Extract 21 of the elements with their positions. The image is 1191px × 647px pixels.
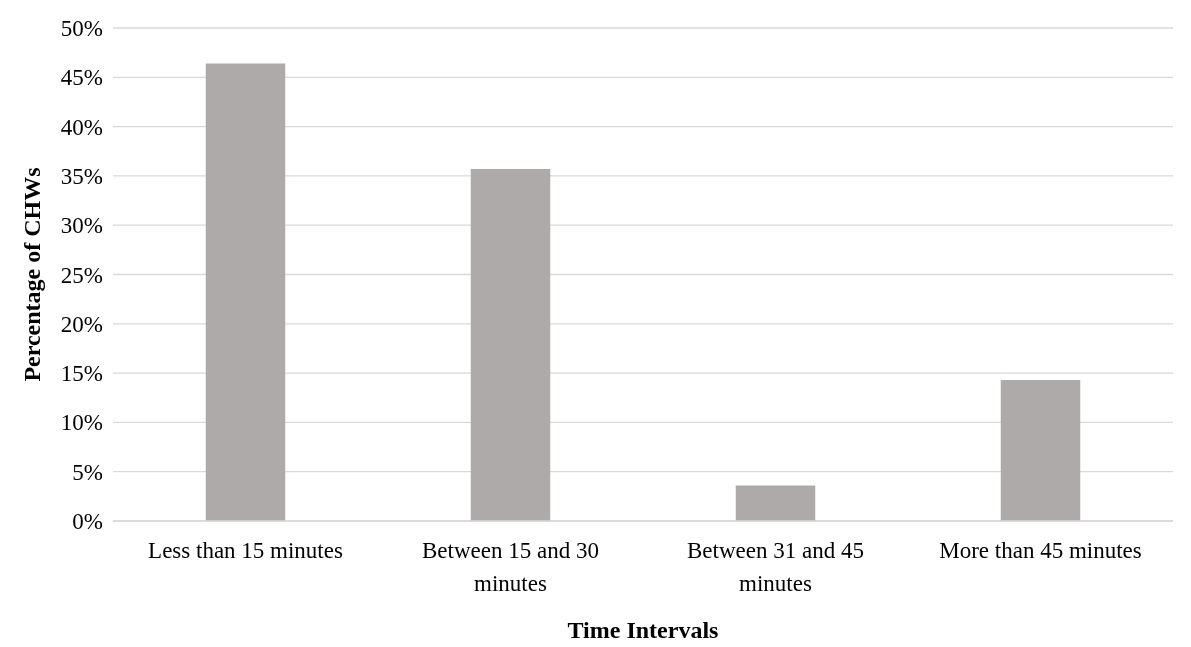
x-tick-label: Less than 15 minutes: [148, 538, 343, 563]
y-tick-label: 15%: [60, 361, 103, 387]
y-tick-label: 50%: [60, 16, 103, 42]
x-tick-label: Between 15 and 30 minutes: [422, 538, 599, 596]
bar: [470, 169, 551, 521]
y-tick-label: 25%: [60, 262, 103, 288]
y-tick-label: 40%: [60, 114, 103, 140]
x-tick-label: More than 45 minutes: [939, 538, 1142, 563]
bar: [1000, 380, 1081, 521]
y-axis-title: Percentage of CHWs: [19, 167, 45, 382]
y-tick-label: 5%: [72, 459, 103, 485]
y-tick-label: 30%: [60, 213, 103, 239]
x-tick-label: Between 31 and 45 minutes: [687, 538, 864, 596]
y-tick-label: 45%: [60, 65, 103, 91]
bar: [205, 63, 286, 521]
x-axis-title: Time Intervals: [567, 617, 719, 643]
y-tick-label: 20%: [60, 311, 103, 337]
y-tick-label: 0%: [72, 509, 103, 535]
y-tick-label: 10%: [60, 410, 103, 436]
y-tick-label: 35%: [60, 163, 103, 189]
bar: [735, 485, 816, 521]
